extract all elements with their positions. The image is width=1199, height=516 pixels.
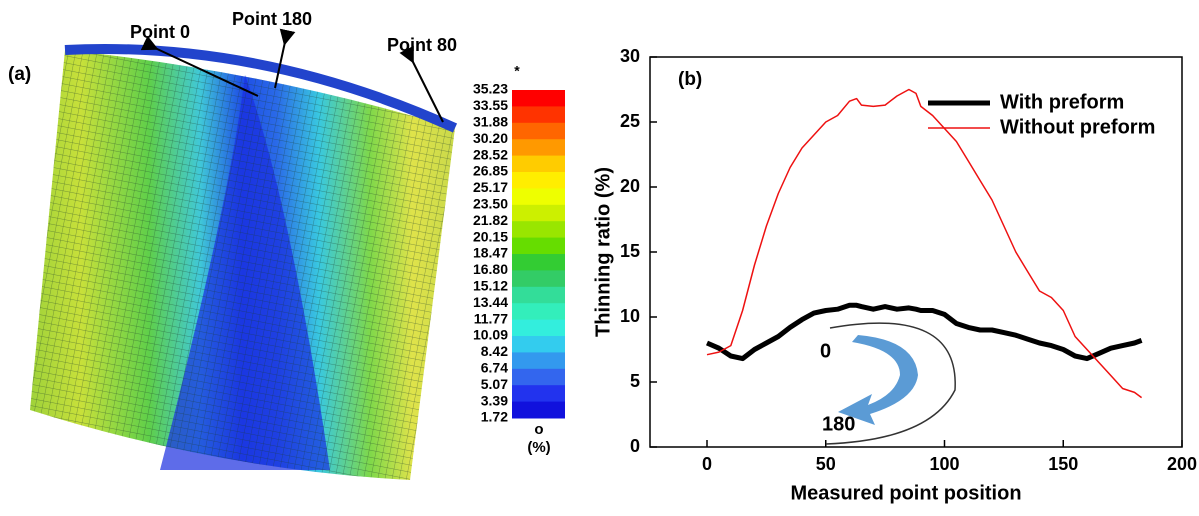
colorbar-mark: * (514, 63, 520, 79)
colorbar-label: 1.72 (481, 409, 508, 425)
color-segment (512, 270, 565, 288)
colorbar-label: 16.80 (473, 261, 508, 277)
color-segment (512, 188, 565, 206)
color-segment (512, 139, 565, 157)
y-tick-label: 20 (620, 176, 640, 196)
color-segment (512, 221, 565, 239)
x-axis-label: Measured point position (790, 482, 1021, 504)
y-tick-label: 30 (620, 46, 640, 66)
color-segment (512, 368, 565, 386)
colorbar-label: 21.82 (473, 212, 508, 228)
arrow (274, 28, 296, 89)
x-tick-label: 150 (1048, 454, 1078, 474)
colorbar-label: 3.39 (481, 392, 508, 408)
colorbar-label: 23.50 (473, 196, 508, 212)
panel-b: 0 50 100 150 200 0 5 10 15 20 25 30 Measured point p… (592, 46, 1197, 505)
point-label: Point 180 (232, 9, 312, 29)
y-tick-label: 15 (620, 241, 640, 261)
colorbar-label: 6.74 (481, 360, 508, 376)
arrow (140, 35, 259, 97)
colorbar-label: 18.47 (473, 245, 508, 261)
color-segment (512, 237, 565, 255)
mesh (30, 50, 455, 480)
colorbar-label: 13.44 (473, 294, 508, 310)
color-segment (512, 106, 565, 124)
colorbar-label: 5.07 (481, 376, 508, 392)
inset-arrow (838, 335, 918, 425)
arrow (399, 45, 444, 123)
panel-a: (a) Point 0 Point 180 Point 80 * o (%) (8, 9, 551, 480)
colorbar-label: 28.52 (473, 146, 508, 162)
point-label: Point 80 (387, 35, 457, 55)
color-segment (512, 286, 565, 304)
color-segment (512, 90, 565, 107)
colorbar-label: 35.23 (473, 81, 508, 97)
color-segment (512, 172, 565, 189)
colorbar-mark: o (534, 421, 543, 438)
legend-label: With preform (1000, 91, 1124, 113)
colorbar-label: 25.17 (473, 179, 508, 195)
colorbar-unit: (%) (527, 439, 550, 456)
inset-curve (825, 322, 956, 445)
colorbar-label: 33.55 (473, 97, 508, 113)
color-segment (512, 401, 565, 419)
x-tick-label: 50 (816, 454, 836, 474)
color-segment (512, 254, 565, 271)
colorbar-label: 10.09 (473, 327, 508, 343)
point-label: Point 0 (130, 22, 190, 42)
color-segment (512, 352, 565, 370)
annotation: 180 (822, 413, 855, 435)
colorbar: 35.2333.5531.8830.2028.5226.8525.1723.50… (473, 81, 565, 425)
colorbar-label: 31.88 (473, 114, 508, 130)
y-axis-label: Thinning ratio (%) (592, 167, 614, 337)
color-segment (512, 122, 565, 140)
x-tick-label: 200 (1167, 454, 1197, 474)
color-segment (512, 303, 565, 321)
colorbar-label: 11.77 (474, 310, 508, 326)
color-segment (512, 336, 565, 353)
y-tick-label: 5 (630, 371, 640, 391)
x-tick-label: 0 (702, 454, 712, 474)
annotation: (b) (678, 69, 702, 90)
colorbar-label: 15.12 (473, 278, 508, 294)
y-tick-label: 25 (620, 111, 640, 131)
rim (64, 43, 458, 133)
color-segment (512, 385, 565, 403)
y-tick-label: 0 (630, 436, 640, 456)
annotation: 0 (820, 340, 831, 362)
colorbar-label: 26.85 (473, 163, 508, 179)
line-series (705, 302, 1143, 362)
x-tick-label: 100 (929, 454, 959, 474)
color-segment (512, 204, 565, 222)
line-series (706, 88, 1143, 399)
colorbar-label: 30.20 (473, 130, 508, 146)
legend-label: Without preform (1000, 116, 1155, 138)
colorbar-label: 20.15 (473, 228, 508, 244)
y-tick-label: 10 (620, 306, 640, 326)
colorbar-label: 8.42 (481, 343, 508, 359)
color-segment (512, 319, 565, 337)
color-segment (512, 155, 565, 173)
panel-label: (a) (8, 64, 31, 85)
